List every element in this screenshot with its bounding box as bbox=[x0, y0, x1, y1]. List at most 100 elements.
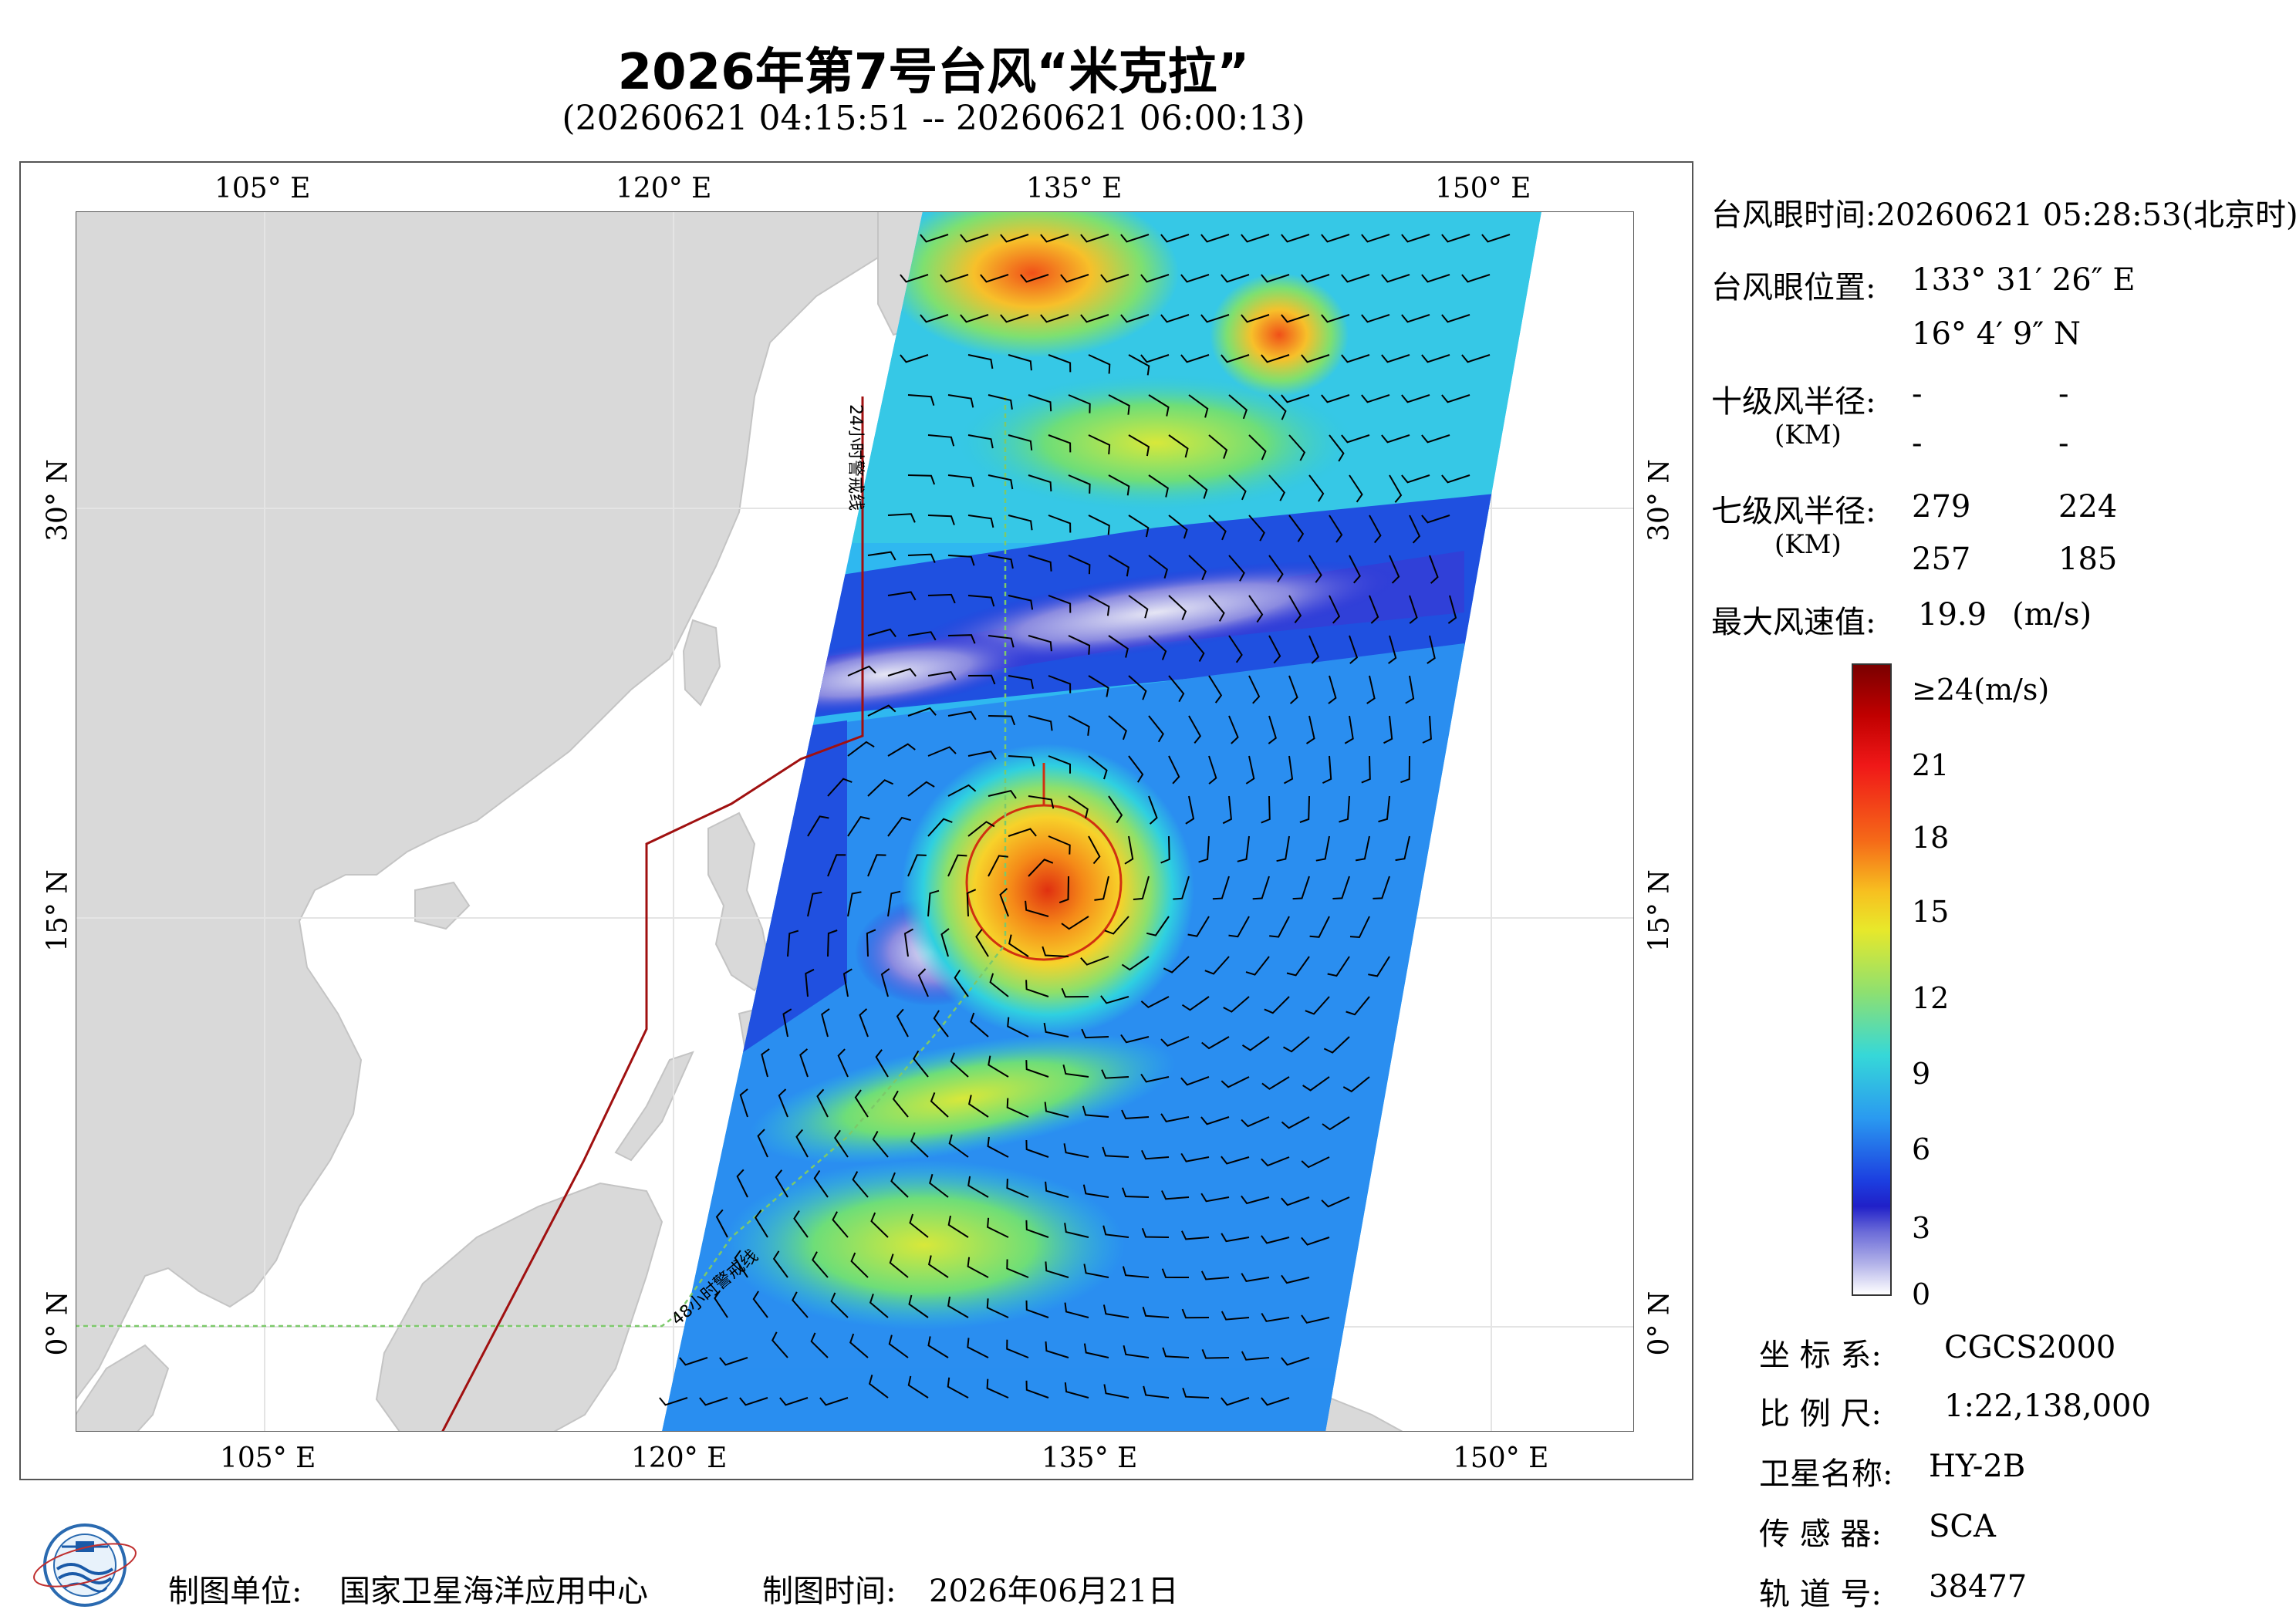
wind-barb bbox=[1200, 1270, 1230, 1281]
wind-barb bbox=[908, 1294, 929, 1318]
wind-barb bbox=[870, 1212, 889, 1238]
wind-barb bbox=[1148, 474, 1169, 498]
wind-barb bbox=[1212, 876, 1230, 900]
wind-barb bbox=[887, 816, 911, 837]
wind-barb bbox=[837, 1048, 849, 1078]
wind-barb bbox=[847, 815, 870, 837]
wind-barb bbox=[859, 1008, 869, 1038]
wind-barb bbox=[988, 555, 1014, 569]
wind-barb bbox=[1094, 876, 1109, 901]
wind-barb bbox=[1160, 234, 1190, 243]
r7-unit: (KM) bbox=[1774, 529, 1842, 560]
wind-barb bbox=[1068, 635, 1091, 655]
wind-barb bbox=[927, 515, 955, 525]
wind-barb bbox=[1332, 876, 1350, 899]
wind-barb bbox=[847, 741, 875, 757]
wind-barb bbox=[1241, 1036, 1270, 1051]
wind-barb bbox=[967, 515, 994, 528]
wind-barb bbox=[1261, 274, 1290, 283]
wind-barb bbox=[1180, 1152, 1210, 1162]
wind-barb bbox=[1160, 1036, 1190, 1047]
wind-barb bbox=[1208, 515, 1227, 541]
wind-barb bbox=[1286, 956, 1310, 977]
wind-barb bbox=[929, 1173, 949, 1198]
wind-barb bbox=[1120, 314, 1150, 323]
wind-barb bbox=[1223, 996, 1250, 1013]
wind-barb bbox=[1083, 1343, 1109, 1358]
wind-barb bbox=[1221, 1233, 1250, 1243]
wind-barb bbox=[1383, 715, 1393, 744]
wind-barb bbox=[1028, 715, 1053, 731]
wind-barb bbox=[1288, 515, 1305, 542]
wind-barb bbox=[1188, 555, 1207, 581]
date-label: 制图时间: bbox=[762, 1574, 896, 1609]
wind-barb bbox=[1028, 474, 1052, 492]
wind-barb bbox=[917, 968, 929, 997]
wind-barb bbox=[1064, 1302, 1089, 1318]
wind-barb bbox=[947, 854, 967, 877]
wind-barb bbox=[975, 929, 989, 957]
wind-barb bbox=[1108, 635, 1129, 658]
wind-barb bbox=[1068, 555, 1091, 575]
wind-barb bbox=[927, 434, 955, 447]
wind-barb bbox=[1044, 1102, 1069, 1118]
wind-barb bbox=[1128, 515, 1150, 538]
wind-barb bbox=[1160, 835, 1170, 864]
wind-barb bbox=[1128, 434, 1150, 457]
wind-barb bbox=[816, 1088, 829, 1118]
wind-barb bbox=[1088, 515, 1110, 535]
wind-barb bbox=[1007, 1017, 1029, 1038]
wind-barb bbox=[866, 929, 876, 957]
wind-barb bbox=[1421, 434, 1450, 444]
wind-barb bbox=[1008, 434, 1033, 450]
wind-barb bbox=[1140, 1149, 1170, 1160]
wind-barb bbox=[1048, 434, 1072, 453]
lon-label-top-150: 150° E bbox=[1435, 173, 1531, 204]
wind-barb bbox=[1006, 1259, 1029, 1278]
wind-barb bbox=[880, 968, 890, 997]
orbit-value: 38477 bbox=[1929, 1569, 2028, 1604]
wind-barb bbox=[966, 889, 977, 917]
wind-barb bbox=[947, 784, 977, 797]
wind-barb bbox=[1208, 434, 1228, 459]
r10-value-2: - bbox=[2058, 376, 2069, 412]
wind-barb bbox=[1228, 635, 1243, 663]
wind-barb bbox=[1378, 795, 1390, 823]
wind-barb bbox=[1025, 980, 1049, 997]
wind-barb bbox=[1048, 755, 1071, 774]
wind-barb bbox=[659, 1397, 688, 1406]
wind-barb bbox=[787, 930, 799, 957]
eye-lat-value: 16° 4′ 9″ N bbox=[1912, 316, 2081, 352]
wind-barb bbox=[907, 553, 936, 563]
wind-barb bbox=[1268, 474, 1286, 501]
warning-line-24h bbox=[441, 396, 864, 1432]
eye-lon-value: 133° 31′ 26″ E bbox=[1912, 262, 2136, 298]
max-wind-label: 最大风速值: bbox=[1711, 605, 1876, 640]
wind-barb bbox=[1008, 515, 1033, 531]
wind-barb bbox=[1108, 715, 1127, 741]
typhoon-core bbox=[901, 744, 1194, 1037]
colorbar bbox=[1852, 663, 1892, 1296]
wind-barb bbox=[889, 1254, 909, 1278]
wind-barb bbox=[1148, 555, 1168, 579]
wind-barb bbox=[1305, 996, 1330, 1015]
wind-barb bbox=[900, 354, 929, 363]
wind-barb bbox=[1322, 1116, 1350, 1131]
wind-barb bbox=[1401, 394, 1430, 403]
wind-barb bbox=[867, 779, 894, 797]
wind-barb bbox=[1088, 595, 1110, 616]
wind-barb bbox=[1025, 1139, 1049, 1158]
wind-barb bbox=[771, 1331, 788, 1358]
wind-barb bbox=[1168, 595, 1187, 620]
wind-barb bbox=[887, 890, 901, 917]
wind-barb bbox=[1100, 995, 1129, 1004]
wind-barb bbox=[1301, 274, 1330, 283]
wind-barb bbox=[739, 1397, 768, 1406]
wind-barb bbox=[888, 1335, 909, 1358]
wind-barb bbox=[988, 715, 1016, 726]
wind-barb bbox=[1341, 434, 1370, 444]
wind-barb bbox=[1146, 916, 1170, 936]
wind-barb bbox=[1028, 635, 1052, 652]
wind-barb bbox=[699, 1397, 728, 1406]
wind-barb bbox=[1373, 876, 1390, 899]
